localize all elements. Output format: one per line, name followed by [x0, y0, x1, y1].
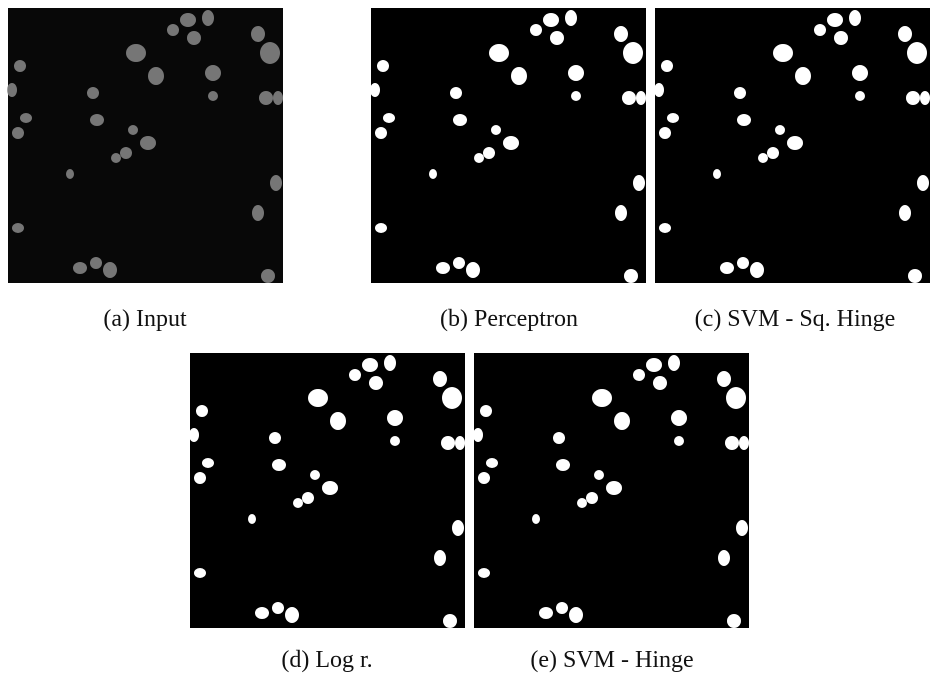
- panel-log-r: (d) Log r.: [189, 353, 465, 673]
- caption: (c) SVM - Sq. Hinge: [695, 306, 896, 332]
- panel-svm-hinge: (e) SVM - Hinge: [473, 353, 749, 673]
- panel-perceptron: (b) Perceptron: [370, 8, 646, 332]
- caption: (e) SVM - Hinge: [530, 647, 693, 673]
- panel-input: (a) Input: [7, 8, 283, 332]
- caption: (b) Perceptron: [440, 306, 578, 332]
- caption: (a) Input: [103, 306, 187, 332]
- caption: (d) Log r.: [281, 647, 372, 673]
- panel-svm-sq-hinge: (c) SVM - Sq. Hinge: [654, 8, 930, 332]
